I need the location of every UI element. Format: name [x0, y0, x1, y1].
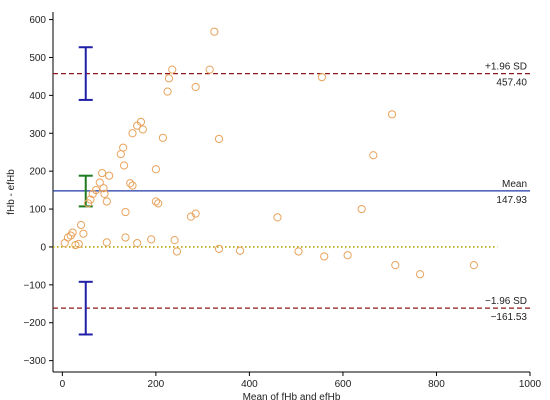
- data-point: [214, 134, 224, 144]
- data-point: [136, 117, 146, 126]
- data-point: [99, 184, 108, 193]
- data-point: [416, 270, 425, 279]
- data-point: [205, 65, 214, 74]
- x-tick-label: 200: [148, 379, 165, 390]
- y-tick-label: 400: [29, 91, 46, 102]
- data-point: [98, 168, 107, 178]
- lower-loa-label: −1.96 SD: [485, 296, 527, 307]
- y-axis-label: fHb - efHb: [6, 169, 17, 215]
- reference-line-labels: +1.96 SD 457.40 Mean 147.93 −1.96 SD −16…: [485, 62, 527, 324]
- data-point: [128, 129, 137, 138]
- y-tick-label: −100: [23, 280, 46, 291]
- mean-label: Mean: [502, 179, 527, 190]
- y-tick-label: −300: [23, 356, 46, 367]
- data-point: [105, 171, 114, 180]
- data-point: [170, 236, 179, 245]
- data-point: [191, 209, 200, 218]
- data-point: [121, 233, 130, 242]
- y-tick-label: −200: [23, 318, 46, 329]
- y-ticks: −300 −200 −100 0 100 200 300 400 500 600: [23, 15, 53, 367]
- data-point: [172, 247, 182, 256]
- data-point: [126, 179, 135, 188]
- data-point: [294, 247, 303, 256]
- x-tick-label: 800: [428, 379, 445, 390]
- data-point: [79, 229, 88, 238]
- data-point: [138, 125, 147, 134]
- y-tick-label: 300: [29, 129, 46, 140]
- data-point: [369, 151, 378, 160]
- data-point: [133, 239, 142, 248]
- data-point: [128, 181, 137, 190]
- data-point: [74, 239, 83, 249]
- data-point: [343, 251, 352, 260]
- y-tick-label: 100: [29, 205, 46, 216]
- data-point: [320, 252, 329, 261]
- data-point: [91, 186, 101, 195]
- x-tick-label: 400: [241, 379, 258, 390]
- reference-lines: [53, 73, 530, 309]
- data-point: [119, 161, 129, 170]
- data-point: [151, 165, 160, 174]
- data-point: [235, 246, 245, 255]
- data-point: [164, 74, 174, 83]
- data-point: [76, 220, 86, 230]
- data-point: [86, 195, 95, 204]
- y-tick-label: 600: [29, 15, 46, 26]
- data-point: [210, 27, 219, 36]
- data-point: [191, 82, 200, 92]
- x-axis-label: Mean of fHb and efHb: [243, 392, 341, 400]
- data-point: [317, 73, 326, 82]
- axes: 0 200 400 600 800 1000 −300 −200 −100 0 100 200 300…: [23, 12, 542, 390]
- y-tick-label: 200: [29, 167, 46, 178]
- data-point: [163, 87, 172, 96]
- y-tick-label: 0: [40, 242, 46, 253]
- data-point: [121, 207, 130, 217]
- data-point: [102, 197, 111, 206]
- data-point: [387, 110, 397, 119]
- data-point: [357, 204, 366, 214]
- data-point: [154, 199, 163, 208]
- ci-bar-upper: [78, 46, 93, 101]
- data-point: [100, 189, 109, 198]
- data-point: [151, 197, 160, 206]
- data-point: [214, 244, 224, 253]
- mean-value: 147.93: [496, 195, 527, 206]
- data-point: [147, 235, 156, 244]
- data-point: [119, 143, 128, 152]
- data-points: [60, 27, 478, 279]
- x-tick-label: 1000: [519, 379, 542, 390]
- data-point: [158, 133, 167, 142]
- ci-bar-lower: [78, 280, 93, 336]
- data-point: [391, 261, 400, 270]
- x-ticks: 0 200 400 600 800 1000: [60, 372, 542, 390]
- lower-loa-value: −161.53: [491, 312, 528, 323]
- upper-loa-value: 457.40: [496, 78, 527, 89]
- x-tick-label: 0: [60, 379, 66, 390]
- y-tick-label: 500: [29, 53, 46, 64]
- x-tick-label: 600: [335, 379, 352, 390]
- data-point: [68, 228, 77, 237]
- data-point: [273, 213, 282, 222]
- data-point: [168, 65, 177, 74]
- data-point: [95, 178, 104, 187]
- upper-loa-label: +1.96 SD: [485, 62, 527, 73]
- data-point: [469, 261, 478, 270]
- data-point: [102, 238, 111, 247]
